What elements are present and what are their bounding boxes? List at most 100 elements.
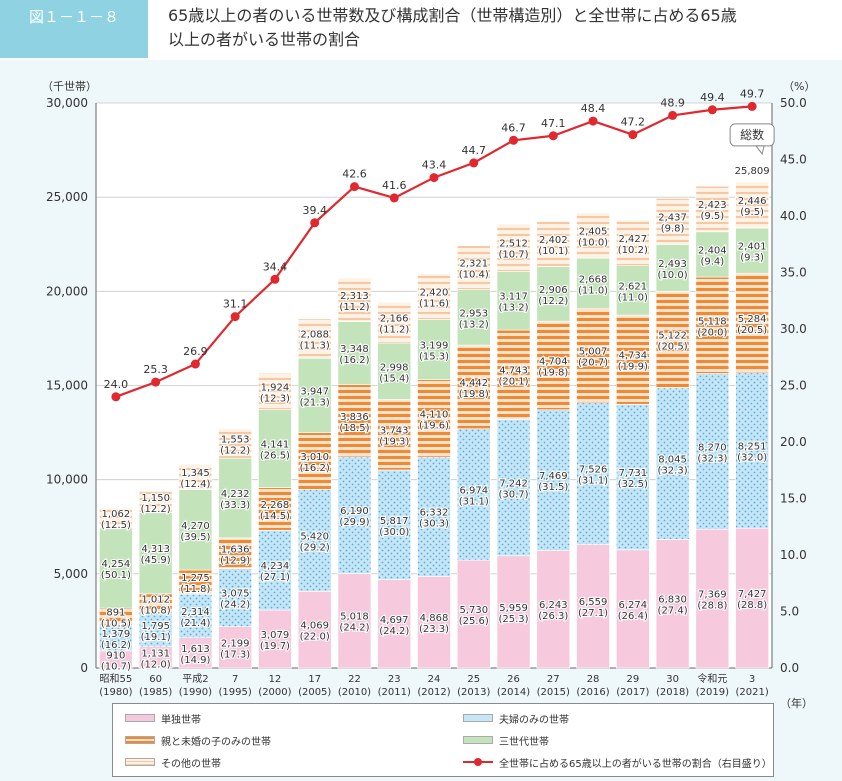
bar-value-label: 4,110 bbox=[420, 409, 449, 420]
figure-header: 図１－１－８ 65歳以上の者のいる世帯数及び構成割合（世帯構造別）と全世帯に占め… bbox=[0, 0, 842, 58]
bar-share-label: (19.1) bbox=[141, 632, 171, 643]
bar-segment-single bbox=[218, 626, 252, 669]
bar-share-label: (12.9) bbox=[220, 555, 250, 566]
bar-value-label: 3,117 bbox=[499, 292, 528, 303]
bar-segment-single bbox=[377, 579, 412, 669]
x-axis-year-label: (1995) bbox=[219, 687, 252, 698]
right-axis-tick-label: 25.0 bbox=[780, 379, 807, 393]
bar-segment-other bbox=[297, 318, 332, 359]
bar-value-label: 4,232 bbox=[221, 489, 250, 500]
bar-value-label: 1,012 bbox=[141, 594, 170, 605]
bar-share-label: (28.8) bbox=[737, 600, 767, 611]
bar-share-label: (9.3) bbox=[740, 253, 764, 264]
bar-value-label: 4,442 bbox=[459, 378, 488, 389]
legend-label-other: その他の世帯 bbox=[161, 758, 221, 770]
bar-segment-other bbox=[377, 301, 412, 344]
bar-value-label: 5,817 bbox=[380, 516, 409, 527]
percentage-point bbox=[270, 274, 280, 284]
left-axis-unit: （千世帯） bbox=[42, 80, 97, 93]
bar-value-label: 2,401 bbox=[738, 242, 767, 253]
bar-share-label: (20.7) bbox=[578, 358, 608, 369]
bar-value-label: 7,469 bbox=[539, 471, 568, 482]
x-axis-year-label: (2016) bbox=[576, 687, 609, 698]
bar-value-label: 2,998 bbox=[380, 362, 409, 373]
legend: 単独世帯 夫婦のみの世帯 親と未婚の子のみの世帯 三世代世帯 その他の世帯 全世… bbox=[112, 703, 774, 777]
percentage-point-label: 47.2 bbox=[621, 116, 646, 129]
bar-value-label: 2,321 bbox=[459, 259, 488, 270]
bar-value-label: 2,423 bbox=[698, 200, 727, 211]
bar-segment-single bbox=[337, 573, 372, 669]
bar-segment-couple bbox=[456, 428, 491, 561]
left-axis-tick-label: 0 bbox=[80, 661, 88, 675]
bar-segment-couple bbox=[735, 372, 769, 529]
bar-value-label: 3,075 bbox=[221, 589, 250, 600]
right-axis-tick-label: 35.0 bbox=[780, 266, 807, 280]
x-axis-year-label: (2013) bbox=[457, 687, 490, 698]
bar-segment-other bbox=[655, 198, 690, 245]
bar-value-label: 1,613 bbox=[181, 644, 210, 655]
bar-segment-other bbox=[735, 181, 769, 229]
bar-share-label: (24.2) bbox=[220, 600, 250, 611]
bar-share-label: (27.1) bbox=[260, 572, 290, 583]
legend-item-three-generation: 三世代世帯 bbox=[463, 733, 549, 748]
bar-share-label: (26.5) bbox=[260, 451, 290, 462]
bar-value-label: 4,743 bbox=[499, 366, 528, 377]
bar-value-label: 8,251 bbox=[738, 441, 767, 452]
bar-value-label: 1,924 bbox=[261, 382, 290, 393]
bar-share-label: (13.2) bbox=[459, 319, 489, 330]
bar-share-label: (50.1) bbox=[101, 570, 131, 581]
bar-value-label: 2,313 bbox=[340, 291, 369, 302]
right-axis-unit: （%） bbox=[783, 80, 815, 93]
total-callout-label: 総数 bbox=[740, 127, 764, 142]
bar-share-label: (12.2) bbox=[538, 296, 568, 307]
percentage-point bbox=[389, 193, 399, 203]
bar-value-label: 6,243 bbox=[539, 600, 568, 611]
bar-value-label: 1,275 bbox=[181, 573, 210, 584]
legend-item-parent-child: 親と未婚の子のみの世帯 bbox=[125, 733, 271, 748]
bar-value-label: 2,166 bbox=[380, 314, 409, 325]
bar-share-label: (16.2) bbox=[101, 640, 131, 651]
bar-value-label: 2,402 bbox=[539, 235, 568, 246]
bar-segment-couple bbox=[536, 409, 571, 551]
legend-label-single: 単独世帯 bbox=[161, 714, 201, 726]
bar-share-label: (12.0) bbox=[141, 659, 171, 670]
x-axis-unit: （年） bbox=[780, 696, 813, 710]
bar-segment-other bbox=[417, 273, 451, 320]
bar-value-label: 3,010 bbox=[300, 452, 329, 463]
bar-value-label: 2,621 bbox=[619, 281, 648, 292]
bar-segment-other bbox=[258, 373, 292, 410]
bar-segment-parent-child bbox=[178, 569, 213, 595]
bar-segment-couple bbox=[417, 456, 451, 577]
percentage-point-label: 34.4 bbox=[263, 260, 288, 273]
bar-value-label: 4,069 bbox=[300, 621, 329, 632]
bar-share-label: (21.3) bbox=[300, 397, 330, 408]
bar-segment-single bbox=[735, 527, 769, 669]
x-axis-era-label: 29 bbox=[626, 674, 639, 685]
bar-share-label: (20.5) bbox=[658, 342, 688, 353]
legend-label-three-generation: 三世代世帯 bbox=[499, 736, 549, 748]
x-axis-era-label: 25 bbox=[467, 674, 480, 685]
percentage-point-label: 48.4 bbox=[581, 102, 606, 115]
bar-share-label: (20.1) bbox=[498, 377, 528, 388]
percentage-point-label: 46.7 bbox=[501, 121, 526, 134]
bar-value-label: 5,730 bbox=[459, 605, 488, 616]
bar-value-label: 2,088 bbox=[300, 330, 329, 341]
bar-value-label: 2,668 bbox=[579, 274, 608, 285]
bar-share-label: (12.3) bbox=[260, 393, 290, 404]
bar-value-label: 1,379 bbox=[102, 629, 131, 640]
x-axis-era-label: 22 bbox=[348, 674, 361, 685]
bar-value-label: 3,743 bbox=[380, 426, 409, 437]
bar-share-label: (12.4) bbox=[180, 479, 210, 490]
bar-value-label: 6,332 bbox=[420, 508, 449, 519]
chart-title-line-2: 以上の者がいる世帯の割合 bbox=[168, 30, 361, 49]
left-axis-tick-label: 25,000 bbox=[46, 190, 88, 204]
bar-value-label: 6,974 bbox=[459, 485, 488, 496]
total-callout-pointer bbox=[755, 145, 765, 156]
left-axis-tick-label: 20,000 bbox=[46, 284, 88, 298]
bar-share-label: (16.2) bbox=[339, 355, 369, 366]
bar-share-label: (31.5) bbox=[538, 482, 568, 493]
bar-share-label: (19.3) bbox=[379, 437, 409, 448]
bar-segment-three-gen bbox=[297, 357, 332, 433]
x-axis-year-label: (2015) bbox=[537, 687, 570, 698]
percentage-point bbox=[349, 182, 359, 192]
